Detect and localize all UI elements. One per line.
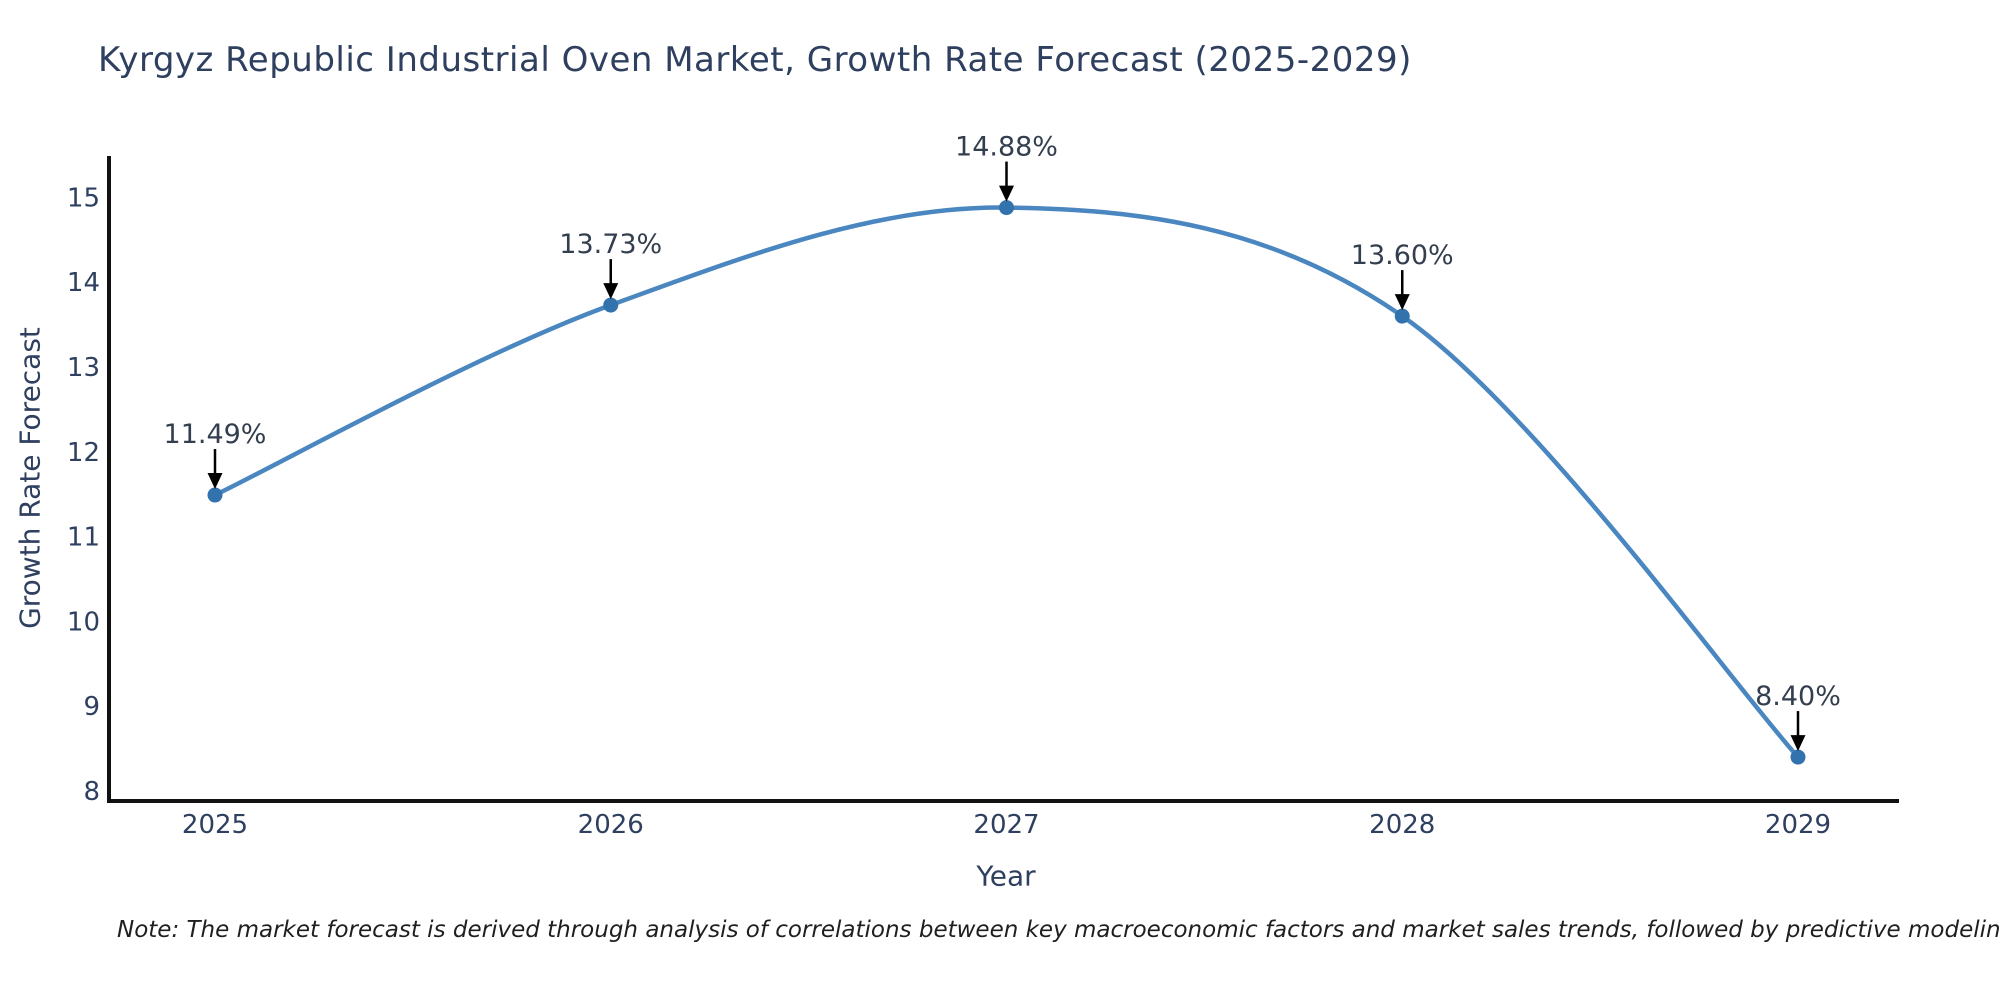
data-point-label: 14.88% bbox=[955, 132, 1058, 163]
y-tick-label: 14 bbox=[67, 268, 100, 298]
x-axis-title: Year bbox=[976, 859, 1036, 893]
x-tick-label: 2028 bbox=[1369, 810, 1435, 840]
data-point-marker-2025 bbox=[207, 487, 223, 503]
data-point-marker-2029 bbox=[1790, 749, 1806, 765]
y-tick-label: 11 bbox=[67, 523, 100, 553]
annotation-arrow-head bbox=[999, 185, 1014, 202]
x-tick-label: 2029 bbox=[1765, 810, 1831, 840]
data-point-marker-2027 bbox=[999, 200, 1014, 216]
y-tick-label: 12 bbox=[67, 438, 100, 468]
x-tick-label: 2027 bbox=[973, 810, 1039, 840]
chart-note: Note: The market forecast is derived thr… bbox=[117, 917, 2000, 943]
data-point-label: 13.73% bbox=[559, 229, 662, 260]
annotation-arrow-head bbox=[603, 283, 619, 300]
y-tick-label: 13 bbox=[67, 353, 100, 383]
data-point-label: 13.60% bbox=[1351, 240, 1454, 271]
data-point-label: 8.40% bbox=[1755, 681, 1841, 712]
x-tick-label: 2026 bbox=[578, 810, 644, 840]
data-point-marker-2026 bbox=[603, 297, 619, 313]
data-point-marker-2028 bbox=[1394, 308, 1410, 324]
annotation-arrow-head bbox=[1394, 294, 1410, 311]
annotation-arrow-head bbox=[207, 473, 223, 490]
annotation-arrow-head bbox=[1790, 735, 1806, 752]
y-tick-label: 10 bbox=[67, 607, 100, 637]
chart-title: Kyrgyz Republic Industrial Oven Market, … bbox=[98, 40, 1412, 80]
x-tick-label: 2025 bbox=[182, 810, 248, 840]
data-point-label: 11.49% bbox=[164, 419, 267, 450]
growth-line-series bbox=[212, 205, 1801, 760]
y-tick-label: 9 bbox=[83, 692, 100, 722]
y-tick-label: 8 bbox=[83, 777, 100, 807]
y-tick-label: 15 bbox=[67, 183, 100, 213]
